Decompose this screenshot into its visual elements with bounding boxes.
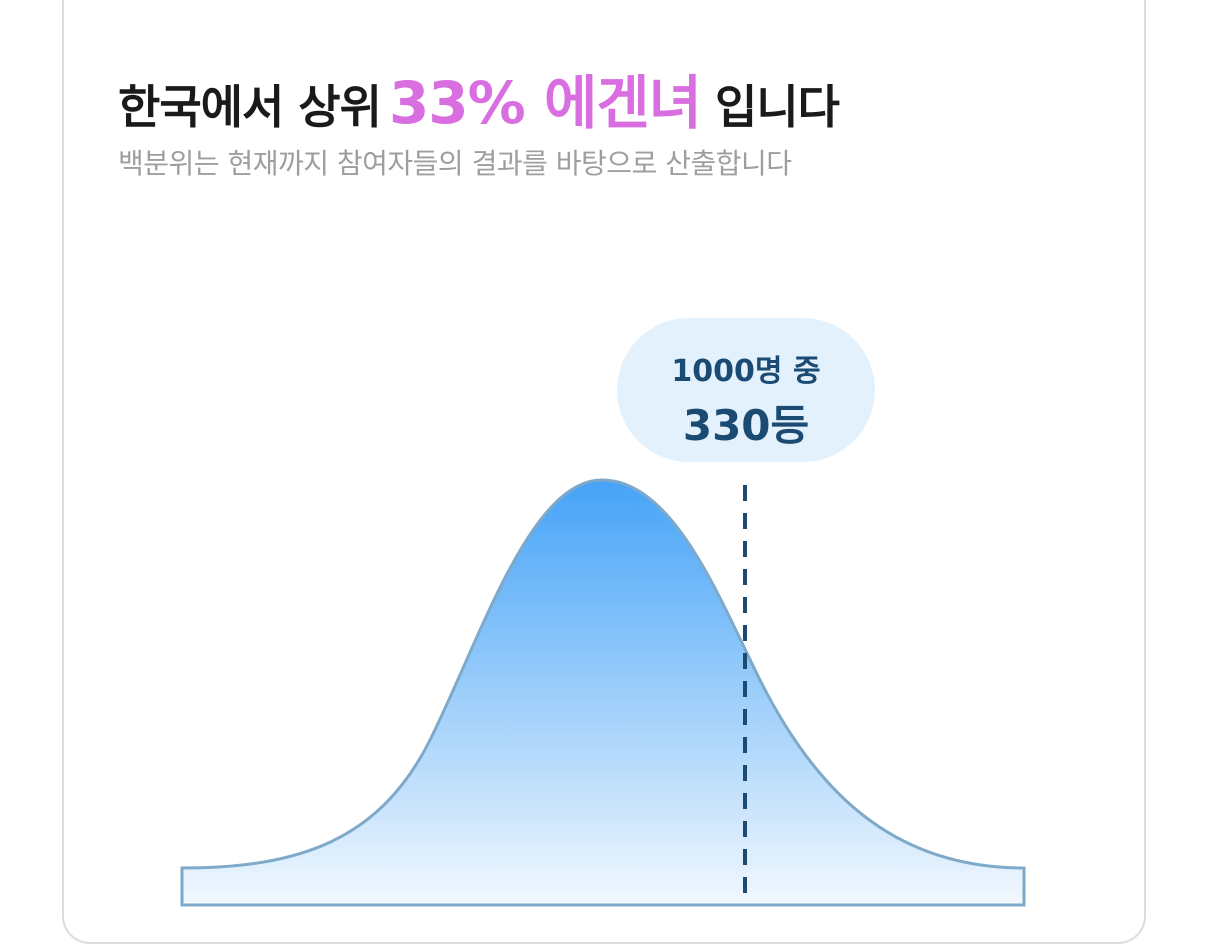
- badge-total: 1000명 중: [671, 354, 821, 389]
- title-highlight: 33% 에겐녀: [388, 69, 702, 137]
- title: 한국에서 상위 33% 에겐녀 입니다: [118, 56, 840, 140]
- badge-rank: 330등: [682, 401, 810, 450]
- title-prefix: 한국에서 상위: [118, 80, 382, 134]
- bell-curve: [180, 478, 1026, 907]
- rank-badge: 1000명 중 330등: [617, 318, 875, 462]
- subtitle: 백분위는 현재까지 참여자들의 결과를 바탕으로 산출합니다: [118, 147, 792, 180]
- title-suffix: 입니다: [715, 80, 840, 134]
